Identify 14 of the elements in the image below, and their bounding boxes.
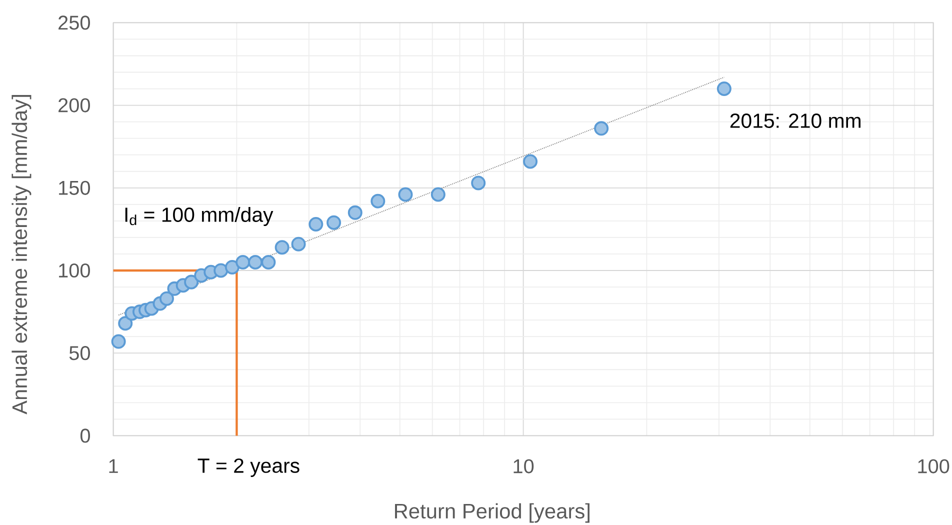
annotation: I$_{d}$ = 100 mm/day — [125, 206, 274, 226]
y-tick-label: 0 — [80, 428, 90, 443]
y-tick-label: 150 — [59, 180, 90, 195]
y-axis-title: Annual extreme intensity [mm/day] — [12, 95, 32, 414]
x-axis-title: Return Period [years] — [395, 503, 590, 523]
annotation: 2015: 210 mm — [730, 114, 860, 128]
y-tick-label: 200 — [58, 98, 90, 112]
x-tick-label: 1 — [109, 459, 118, 473]
x-tick-label: 100 — [918, 459, 950, 474]
y-tick-label: 50 — [69, 346, 90, 360]
x-tick-label: 10 — [514, 459, 534, 474]
y-tick-label: 250 — [58, 16, 90, 30]
y-tick-label: 100 — [59, 263, 90, 278]
annotation: T = 2 years — [198, 458, 300, 477]
